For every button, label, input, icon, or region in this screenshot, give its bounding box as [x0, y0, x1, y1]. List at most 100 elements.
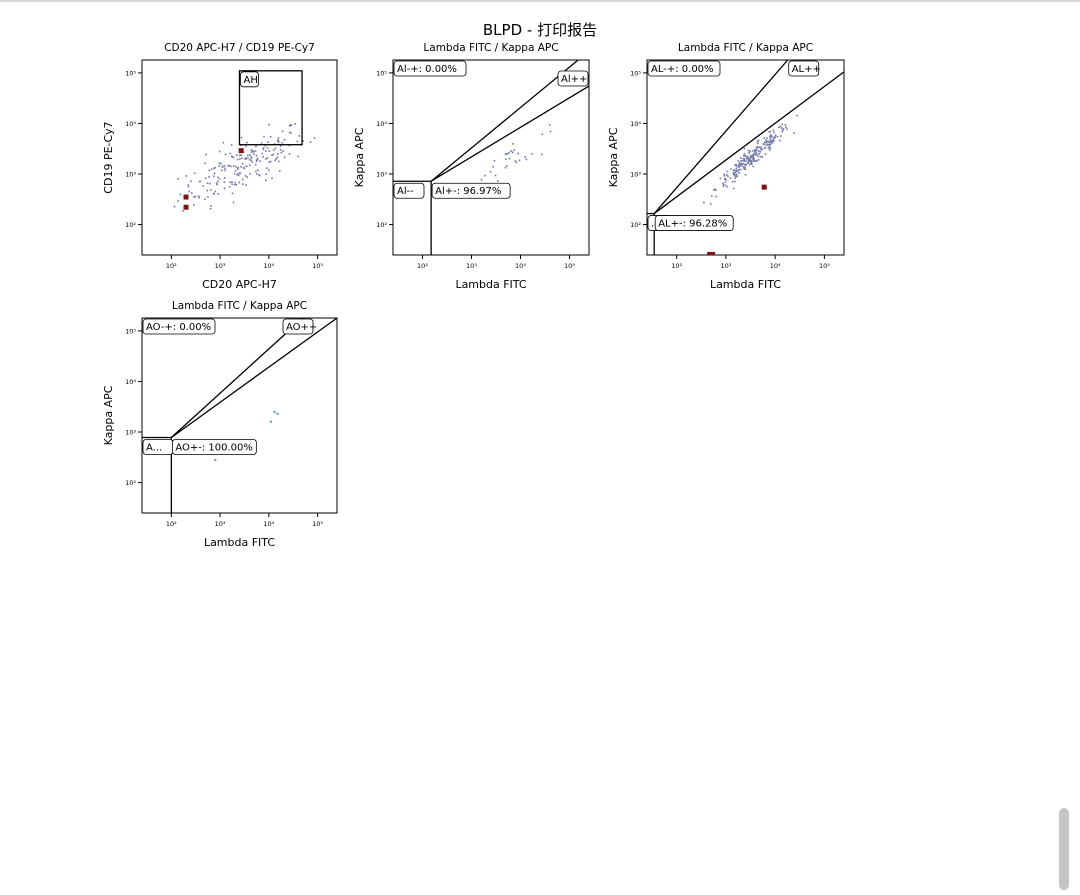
gate-line[interactable]: [430, 59, 579, 182]
event-dot: [309, 141, 312, 143]
event-dot: [738, 161, 741, 164]
event-dot: [239, 172, 241, 175]
event-dot: [209, 182, 211, 185]
event-dot: [774, 136, 777, 138]
event-dot: [494, 174, 497, 177]
y-tick-label: 10⁵: [630, 69, 641, 77]
y-tick-label: 10⁴: [125, 120, 136, 128]
event-dot: [256, 158, 259, 161]
gate-label-text: AL+-: 96.28%: [658, 219, 727, 230]
gate-line[interactable]: [653, 71, 845, 215]
event-dot: [765, 144, 768, 146]
gate-label-neg-pos[interactable]: AL-+: 0.00%: [647, 60, 721, 77]
event-dot: [236, 173, 239, 175]
event-dot: [288, 124, 291, 127]
event-dot: [276, 412, 279, 415]
event-dot: [278, 141, 280, 143]
event-dot: [260, 142, 263, 144]
event-dot: [245, 165, 248, 167]
event-dot: [772, 129, 775, 132]
event-dot: [207, 196, 209, 198]
gate-label-pos-neg[interactable]: AL+-: 96.28%: [654, 215, 734, 231]
gate-line[interactable]: [430, 85, 590, 182]
event-dot: [754, 160, 757, 162]
event-dot: [510, 150, 512, 152]
gate-line[interactable]: [170, 317, 338, 438]
event-dot: [278, 160, 280, 163]
event-dot: [297, 155, 299, 158]
event-dot: [779, 139, 781, 142]
x-tick-label: 10²: [417, 262, 428, 270]
gate-line[interactable]: [170, 317, 304, 438]
gate-label-neg-neg[interactable]: A...: [142, 439, 174, 455]
event-dot: [754, 153, 757, 156]
plot-frame: [646, 59, 845, 256]
event-dot: [272, 149, 275, 151]
event-dot: [508, 151, 510, 154]
gate-label-box: [240, 71, 259, 88]
event-dot: [265, 173, 267, 176]
gate-label-pos-neg[interactable]: Al+-: 96.97%: [431, 182, 511, 199]
event-dot: [313, 137, 316, 139]
event-dot: [193, 196, 195, 198]
event-dot: [744, 166, 746, 169]
event-dot: [177, 200, 179, 202]
event-dot: [773, 131, 776, 134]
gate-label-text: Al++: [561, 74, 587, 85]
gate-label-text: Al--: [397, 186, 414, 197]
event-dot: [743, 160, 746, 162]
gate-label-pos-pos[interactable]: AL++: [788, 60, 821, 77]
event-dot: [249, 158, 251, 161]
event-dot: [515, 161, 518, 164]
event-dot: [193, 172, 196, 175]
gate-label-pos-pos[interactable]: Al++: [557, 70, 589, 87]
event-dot: [752, 158, 754, 161]
x-axis-label: Lambda FITC: [710, 278, 781, 291]
event-dot: [223, 181, 226, 183]
vertical-scrollbar-thumb[interactable]: [1059, 808, 1069, 890]
event-dot: [268, 169, 270, 172]
event-dot: [756, 154, 758, 156]
event-dot: [769, 137, 772, 139]
gate-label-pos-neg[interactable]: AO+-: 100.00%: [171, 439, 257, 455]
event-dot: [233, 183, 236, 186]
event-dot: [757, 150, 760, 152]
event-dot: [732, 187, 735, 190]
event-dot: [779, 125, 782, 128]
event-dots: [173, 123, 316, 212]
event-dot: [242, 166, 245, 169]
event-dot: [214, 166, 216, 169]
y-tick-label: 10³: [376, 171, 387, 179]
event-dot: [761, 148, 764, 150]
x-tick-label: 10⁵: [564, 262, 575, 270]
plot-frame: [392, 59, 590, 256]
gate-label-neg-pos[interactable]: Al-+: 0.00%: [393, 60, 467, 77]
event-dot: [767, 146, 770, 149]
event-dot: [749, 156, 752, 159]
event-dot: [755, 152, 757, 155]
gate-line[interactable]: [653, 59, 789, 214]
x-tick-label: 10⁴: [263, 262, 274, 270]
gate-label-neg-pos[interactable]: AO-+: 0.00%: [142, 318, 216, 335]
event-dot: [772, 137, 775, 139]
event-dot: [246, 154, 249, 157]
event-dot: [749, 155, 752, 157]
gate-ah[interactable]: [238, 70, 303, 146]
gate-label-ah[interactable]: AH: [240, 71, 259, 88]
event-dot: [771, 142, 774, 144]
event-dot: [514, 160, 517, 162]
gate-label-neg-neg[interactable]: Al--: [393, 182, 425, 199]
gate-label-pos-pos[interactable]: AO++: [282, 318, 317, 335]
event-dot: [755, 151, 758, 154]
event-dot: [769, 130, 772, 133]
event-dot: [224, 167, 226, 170]
event-dot: [752, 156, 755, 158]
event-dot: [715, 195, 717, 198]
event-dot: [752, 165, 755, 168]
event-dot: [221, 169, 223, 172]
event-dot: [778, 126, 780, 129]
event-dot: [740, 157, 742, 159]
event-dot: [217, 193, 219, 195]
event-dot: [272, 153, 275, 156]
event-dot: [517, 152, 520, 155]
